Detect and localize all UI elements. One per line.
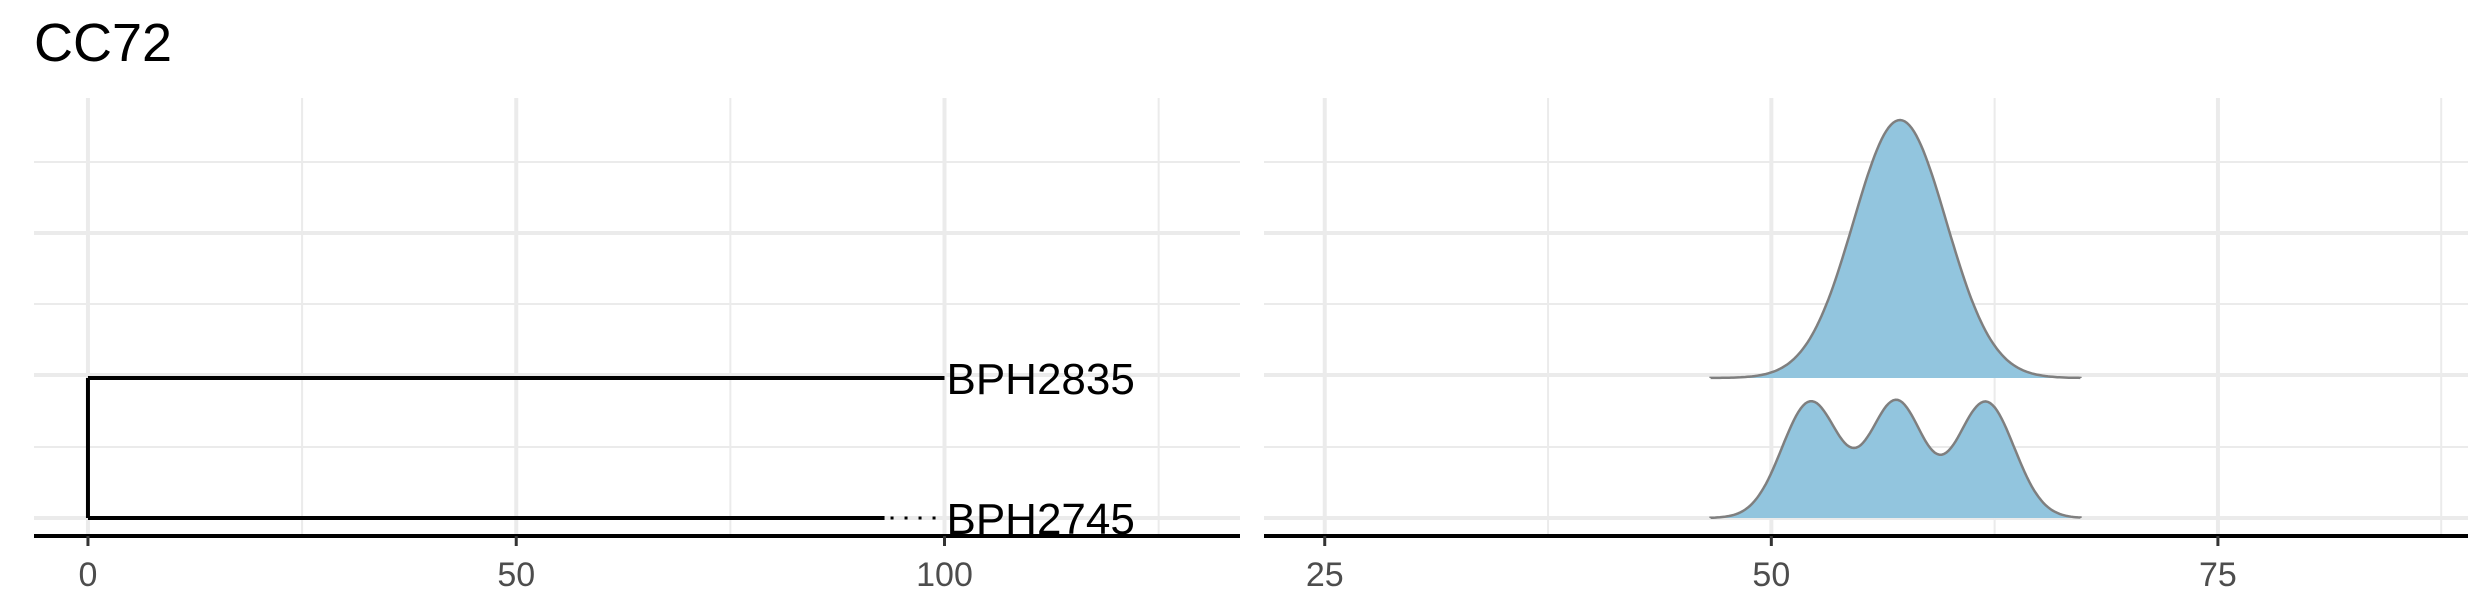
density-ridge (1709, 118, 2082, 380)
tip-label: BPH2835 (946, 355, 1134, 404)
x-tick-label: 25 (1306, 556, 1344, 594)
x-tick-label: 75 (2199, 556, 2237, 594)
density-ridge (1709, 398, 2082, 519)
x-tick-label: 50 (497, 556, 535, 594)
x-tick-label: 50 (1752, 556, 1790, 594)
chart-title: CC72 (34, 13, 173, 73)
tip-label: BPH2745 (946, 495, 1134, 544)
x-tick-label: 100 (916, 556, 973, 594)
x-tick-label: 0 (79, 556, 98, 594)
